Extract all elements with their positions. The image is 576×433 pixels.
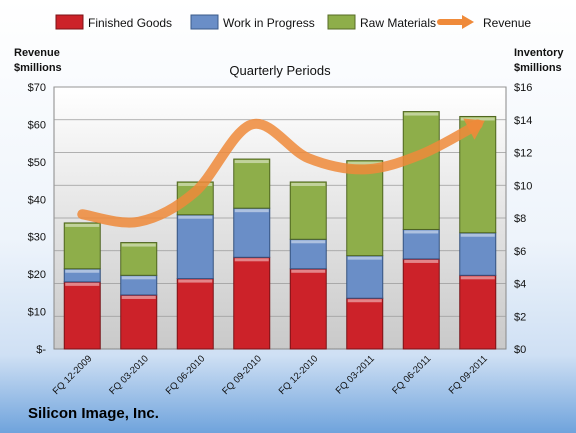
- chart-subtitle: Quarterly Periods: [229, 63, 331, 78]
- bar-work-in-progress-fq-09-2010-highlight: [234, 209, 269, 213]
- bar-finished-goods-fq-12-2009: [63, 281, 101, 350]
- x-tick-label: FQ 03-2011: [334, 353, 377, 396]
- legend-label-raw-materials: Raw Materials: [360, 16, 436, 30]
- revenue-line-group: [77, 118, 485, 228]
- legend-swatch-finished-goods: [55, 14, 84, 30]
- bar-raw-materials-fq-06-2011-highlight: [404, 112, 439, 116]
- right-axis-title-line1: Inventory: [514, 47, 564, 59]
- x-tick-label: FQ 06-2011: [390, 353, 433, 396]
- bar-finished-goods-fq-03-2010-highlight: [121, 295, 156, 299]
- right-tick-label: $14: [514, 115, 532, 127]
- bar-finished-goods-fq-09-2011-highlight: [460, 276, 495, 280]
- x-tick-label: FQ 12-2010: [277, 353, 321, 397]
- bar-finished-goods-fq-03-2011: [346, 297, 384, 350]
- bar-raw-materials-fq-03-2011: [346, 160, 384, 257]
- right-axis-ticks: $0 $2 $4 $6 $8 $10 $12 $14 $16: [514, 82, 532, 356]
- left-axis-title-line1: Revenue: [14, 47, 60, 59]
- left-axis-title-line2: $millions: [14, 62, 62, 74]
- legend-label-work-in-progress: Work in Progress: [223, 16, 315, 30]
- bar-raw-materials-fq-06-2011: [402, 111, 440, 230]
- legend: Finished Goods Work in Progress Raw Mate…: [55, 14, 531, 30]
- bar-finished-goods-fq-06-2011-highlight: [404, 259, 439, 263]
- bar-work-in-progress-fq-03-2010-highlight: [121, 276, 156, 280]
- bar-raw-materials-fq-06-2010-highlight: [178, 182, 213, 186]
- bar-work-in-progress-fq-09-2011: [459, 232, 497, 276]
- left-tick-label: $30: [28, 232, 46, 244]
- bar-finished-goods-fq-12-2010: [289, 268, 327, 350]
- bar-finished-goods-fq-09-2011: [459, 274, 497, 350]
- bar-finished-goods-fq-12-2010-highlight: [291, 269, 326, 273]
- bar-raw-materials-fq-09-2010-highlight: [234, 160, 269, 164]
- x-tick-label: FQ 03-2010: [107, 353, 151, 397]
- bar-finished-goods-fq-12-2009-highlight: [65, 282, 100, 286]
- bar-raw-materials-fq-09-2010: [233, 158, 271, 209]
- bar-raw-materials-fq-12-2010: [289, 181, 327, 240]
- left-tick-label: $20: [28, 269, 46, 281]
- bar-finished-goods-fq-06-2011: [402, 258, 440, 350]
- bar-work-in-progress-fq-06-2011-highlight: [404, 230, 439, 234]
- right-tick-label: $0: [514, 344, 526, 356]
- legend-label-finished-goods: Finished Goods: [88, 16, 172, 30]
- bar-raw-materials-fq-03-2010-highlight: [121, 243, 156, 247]
- left-tick-label: $60: [28, 119, 46, 131]
- x-tick-label: FQ 06-2010: [164, 353, 208, 397]
- right-tick-label: $16: [514, 82, 532, 94]
- left-tick-label: $-: [36, 344, 46, 356]
- bar-raw-materials-fq-12-2009: [63, 222, 101, 270]
- bar-work-in-progress-fq-09-2010: [233, 207, 271, 258]
- bar-work-in-progress-fq-12-2010-highlight: [291, 240, 326, 244]
- left-tick-label: $40: [28, 194, 46, 206]
- right-axis-title-line2: $millions: [514, 62, 562, 74]
- left-axis-ticks: $- $10 $20 $30 $40 $50 $60 $70: [28, 82, 47, 356]
- x-axis-ticks: FQ 12-2009 FQ 03-2010 FQ 06-2010 FQ 09-2010…: [51, 353, 490, 397]
- right-tick-label: $8: [514, 213, 526, 225]
- x-tick-label: FQ 09-2011: [447, 353, 490, 396]
- company-name: Silicon Image, Inc.: [28, 405, 159, 422]
- bar-work-in-progress-fq-06-2010-highlight: [178, 215, 213, 219]
- left-tick-label: $70: [28, 82, 46, 94]
- x-tick-label: FQ 09-2010: [220, 353, 264, 397]
- bar-finished-goods-fq-06-2010-highlight: [178, 279, 213, 283]
- left-tick-label: $10: [28, 307, 46, 319]
- revenue-line: [77, 118, 483, 228]
- bar-raw-materials-fq-12-2009-highlight: [65, 223, 100, 227]
- right-tick-label: $2: [514, 311, 526, 323]
- bar-finished-goods-fq-09-2010-highlight: [234, 258, 269, 262]
- bar-raw-materials-fq-12-2010-highlight: [291, 182, 326, 186]
- bar-work-in-progress-fq-03-2011: [346, 255, 384, 299]
- bar-finished-goods-fq-03-2011-highlight: [347, 299, 382, 303]
- bar-finished-goods-fq-06-2010: [176, 278, 214, 350]
- right-tick-label: $10: [514, 180, 532, 192]
- bar-work-in-progress-fq-06-2010: [176, 214, 214, 280]
- bar-work-in-progress-fq-03-2011-highlight: [347, 256, 382, 260]
- legend-label-revenue: Revenue: [483, 16, 531, 30]
- right-tick-label: $12: [514, 148, 532, 160]
- revenue-line-arrowhead: [463, 118, 485, 140]
- bar-finished-goods-fq-09-2010: [233, 256, 271, 350]
- bar-work-in-progress-fq-06-2011: [402, 228, 440, 260]
- bar-work-in-progress-fq-12-2010: [289, 238, 327, 270]
- left-tick-label: $50: [28, 157, 46, 169]
- legend-swatch-work-in-progress: [190, 14, 219, 30]
- legend-swatch-raw-materials: [327, 14, 356, 30]
- bars: [63, 111, 497, 350]
- bar-raw-materials-fq-03-2010: [120, 242, 158, 276]
- legend-arrowhead-revenue: [462, 15, 474, 29]
- bar-work-in-progress-fq-12-2009-highlight: [65, 269, 100, 273]
- right-tick-label: $6: [514, 246, 526, 258]
- right-tick-label: $4: [514, 279, 526, 291]
- bar-finished-goods-fq-03-2010: [120, 294, 158, 350]
- bar-raw-materials-fq-09-2011-highlight: [460, 117, 495, 121]
- bar-work-in-progress-fq-09-2011-highlight: [460, 233, 495, 237]
- x-tick-label: FQ 12-2009: [51, 353, 95, 397]
- bar-raw-materials-fq-03-2011-highlight: [347, 161, 382, 165]
